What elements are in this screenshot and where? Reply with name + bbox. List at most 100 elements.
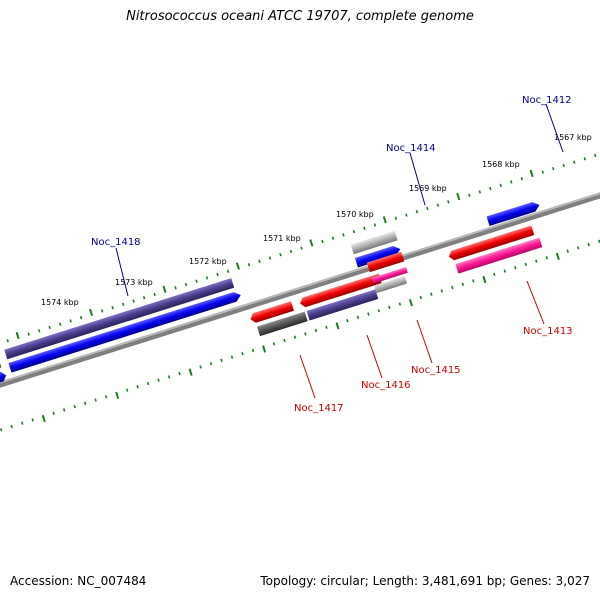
cds-noc1415-grey[interactable] <box>374 275 408 294</box>
minor-tick <box>184 282 188 287</box>
minor-tick <box>573 160 576 164</box>
leader-line-noc1418 <box>115 247 129 297</box>
minor-tick <box>451 285 454 290</box>
minor-tick <box>352 229 356 234</box>
minor-tick <box>346 318 349 323</box>
cds-noc1418-slate[interactable] <box>4 278 235 360</box>
minor-tick <box>342 233 345 237</box>
minor-tick <box>272 342 276 346</box>
minor-tick <box>37 329 41 333</box>
minor-tick <box>541 170 544 174</box>
minor-tick <box>69 319 72 323</box>
kbp-label: 1572 kbp <box>189 257 227 266</box>
cds-noc1417-red[interactable] <box>249 301 294 324</box>
minor-tick <box>426 206 429 211</box>
cds-noc1418-blue[interactable] <box>8 290 242 373</box>
major-tick <box>89 308 94 317</box>
major-tick <box>529 169 534 178</box>
minor-tick <box>597 239 600 243</box>
minor-tick <box>478 190 482 194</box>
cds-noc1412-blue[interactable] <box>486 200 542 227</box>
major-tick <box>15 331 20 340</box>
minor-tick <box>268 256 272 260</box>
minor-tick <box>289 249 293 254</box>
minor-tick <box>0 428 3 432</box>
cds-noc1414-grey[interactable] <box>350 230 398 255</box>
minor-tick <box>440 289 444 293</box>
minor-tick <box>146 381 150 386</box>
leader-line-noc1414 <box>409 152 426 206</box>
minor-tick <box>377 309 381 313</box>
kbp-label: 1573 kbp <box>115 278 153 287</box>
minor-tick <box>247 262 251 267</box>
cds-left-blue[interactable] <box>0 371 8 386</box>
kbp-label: 1567 kbp <box>554 133 592 142</box>
minor-tick <box>195 279 198 283</box>
minor-tick <box>510 180 513 184</box>
minor-tick <box>167 375 171 379</box>
minor-tick <box>363 226 366 230</box>
minor-tick <box>325 325 328 329</box>
major-tick <box>382 216 387 224</box>
genome-track <box>0 153 600 432</box>
minor-tick <box>367 312 370 316</box>
minor-tick <box>430 292 433 296</box>
minor-tick <box>83 401 87 406</box>
minor-tick <box>121 302 125 307</box>
cds-noc1413-pink[interactable] <box>455 237 543 274</box>
kbp-label: 1569 kbp <box>409 184 447 193</box>
minor-tick <box>545 256 548 260</box>
minor-tick <box>514 266 517 270</box>
cds-noc1414-blue[interactable] <box>354 244 402 268</box>
gene-label-noc1415[interactable]: Noc_1415 <box>411 365 461 376</box>
minor-tick <box>552 167 555 171</box>
cds-noc1416-slate[interactable] <box>306 289 379 321</box>
minor-tick <box>104 395 108 399</box>
minor-tick <box>300 246 303 250</box>
minor-tick <box>304 332 307 336</box>
minor-tick <box>468 193 471 197</box>
major-tick <box>262 345 267 353</box>
minor-tick <box>94 398 97 402</box>
minor-tick <box>562 163 565 168</box>
leader-line-noc1413 <box>526 280 545 325</box>
minor-tick <box>205 276 209 280</box>
minor-tick <box>199 365 202 369</box>
cds-olive[interactable] <box>0 357 2 373</box>
minor-tick <box>132 299 135 303</box>
cds-noc1417-dark[interactable] <box>257 311 308 337</box>
major-tick <box>482 275 487 284</box>
minor-tick <box>279 253 282 257</box>
major-tick <box>41 414 46 423</box>
minor-tick <box>251 348 255 353</box>
cds-noc1415-red-top[interactable] <box>366 251 405 273</box>
cds-noc1413-red[interactable] <box>447 225 535 261</box>
minor-tick <box>220 358 223 363</box>
minor-tick <box>62 408 66 412</box>
minor-tick <box>503 269 506 273</box>
minor-tick <box>373 223 377 227</box>
gene-label-noc1412[interactable]: Noc_1412 <box>522 95 572 106</box>
gene-label-noc1417[interactable]: Noc_1417 <box>294 403 344 414</box>
minor-tick <box>583 157 586 161</box>
minor-tick <box>394 216 398 221</box>
cds-noc1416-red[interactable] <box>299 273 382 309</box>
leader-line-noc1415 <box>416 319 433 364</box>
minor-tick <box>489 186 492 191</box>
gene-label-noc1416[interactable]: Noc_1416 <box>361 380 411 391</box>
gene-label-noc1413[interactable]: Noc_1413 <box>523 326 573 337</box>
gene-label-noc1414[interactable]: Noc_1414 <box>386 143 436 154</box>
major-tick <box>408 299 413 307</box>
minor-tick <box>178 371 181 376</box>
minor-tick <box>293 335 297 339</box>
minor-tick <box>461 282 465 286</box>
minor-tick <box>48 325 51 330</box>
minor-tick <box>142 296 146 300</box>
forward-scale-ticks <box>6 153 597 343</box>
minor-tick <box>58 322 62 326</box>
minor-tick <box>209 361 213 366</box>
major-tick <box>235 262 240 270</box>
gene-label-noc1418[interactable]: Noc_1418 <box>91 237 141 248</box>
cds-noc1415-pink[interactable] <box>371 267 408 284</box>
